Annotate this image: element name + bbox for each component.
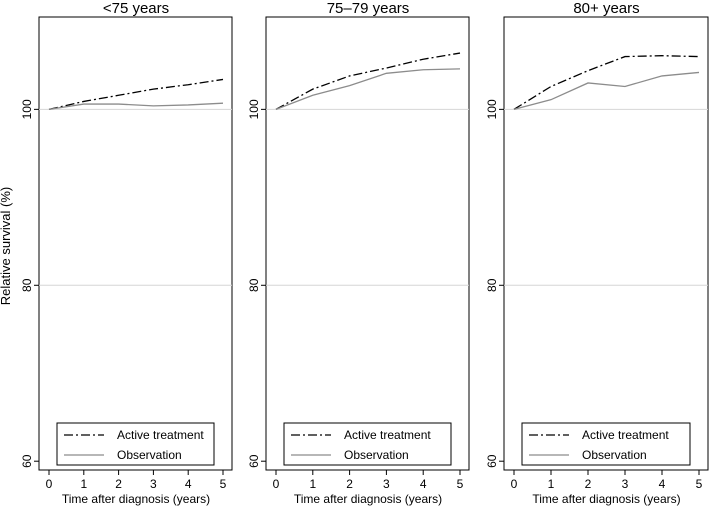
series-line-active-treatment (48, 78, 224, 110)
legend-label-observation: Observation (344, 448, 409, 462)
x-axis-label: Time after diagnosis (years) (62, 492, 210, 506)
y-tick-label: 80 (247, 278, 261, 292)
series-line-observation (275, 68, 461, 110)
legend-label-observation: Observation (582, 448, 647, 462)
plot-frame (503, 16, 709, 471)
series-line-active-treatment (513, 55, 700, 110)
x-tick-label: 5 (696, 477, 703, 491)
legend-label-observation: Observation (117, 448, 182, 462)
series-line-observation (513, 71, 700, 110)
legend-label-active-treatment: Active treatment (344, 428, 431, 442)
legend-label-active-treatment: Active treatment (117, 428, 204, 442)
x-tick-label: 5 (220, 477, 227, 491)
x-tick-label: 3 (383, 477, 390, 491)
panel-1: 75–79 years 60 80 100 0 1 2 3 4 5 Time after diagn… (247, 0, 470, 506)
x-tick-label: 4 (185, 477, 192, 491)
panel-0: <75 years 60 80 100 0 1 2 3 4 5 Time after diagnos… (20, 0, 233, 506)
x-tick-label: 1 (309, 477, 316, 491)
x-tick-label: 5 (457, 477, 464, 491)
x-tick-label: 1 (548, 477, 555, 491)
plot-frame (265, 16, 470, 471)
y-tick-label: 60 (247, 454, 261, 468)
x-tick-label: 2 (585, 477, 592, 491)
x-axis-label: Time after diagnosis (years) (294, 492, 442, 506)
x-tick-label: 3 (150, 477, 157, 491)
x-tick-label: 0 (46, 477, 53, 491)
y-tick-label: 100 (20, 99, 34, 119)
x-tick-label: 1 (80, 477, 87, 491)
x-tick-label: 4 (420, 477, 427, 491)
y-tick-label: 80 (20, 278, 34, 292)
x-tick-label: 3 (622, 477, 629, 491)
y-tick-label: 60 (20, 454, 34, 468)
panel-title: <75 years (103, 0, 169, 17)
x-tick-label: 2 (346, 477, 353, 491)
y-tick-label: 80 (485, 278, 499, 292)
panel-title: 75–79 years (327, 0, 410, 17)
x-tick-label: 0 (511, 477, 518, 491)
legend-box (283, 422, 452, 466)
series-line-active-treatment (275, 52, 461, 110)
series-line-observation (48, 102, 224, 111)
x-tick-label: 4 (659, 477, 666, 491)
plot-frame (38, 16, 233, 471)
legend-box (56, 422, 215, 466)
legend-label-active-treatment: Active treatment (582, 428, 669, 442)
legend-box (521, 422, 691, 466)
y-tick-label: 100 (247, 99, 261, 119)
x-tick-label: 2 (115, 477, 122, 491)
y-axis-label: Relative survival (%) (0, 187, 13, 305)
y-tick-label: 100 (485, 99, 499, 119)
x-axis-label: Time after diagnosis (years) (532, 492, 680, 506)
panel-title: 80+ years (573, 0, 639, 17)
panel-2: 80+ years 60 80 100 0 1 2 3 4 5 Time after diagnos… (485, 0, 709, 506)
x-tick-label: 0 (273, 477, 280, 491)
y-tick-label: 60 (485, 454, 499, 468)
